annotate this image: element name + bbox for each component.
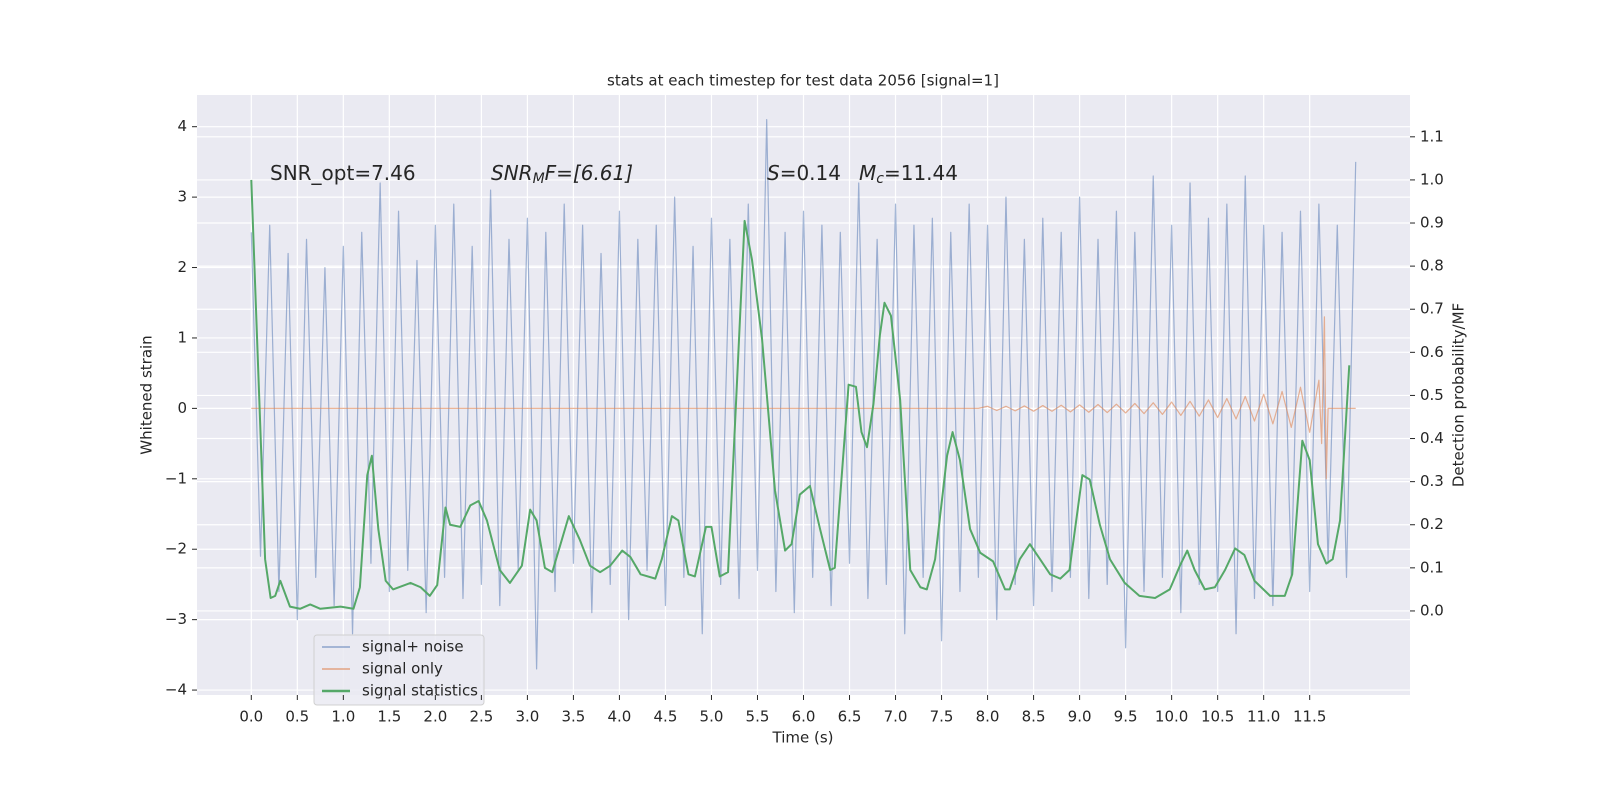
x-tick-label: 6.5	[838, 708, 862, 726]
y2-tick-label: 0.6	[1420, 343, 1444, 361]
series-line	[250, 179, 1351, 610]
x-tick-label: 4.5	[654, 708, 678, 726]
y2-tick-label: 0.7	[1420, 300, 1444, 318]
x-tick-label: 2.0	[423, 708, 447, 726]
chart-title: stats at each timestep for test data 205…	[607, 72, 999, 90]
y-tick-label: −4	[165, 681, 187, 699]
y2-tick-label: 0.2	[1420, 515, 1444, 533]
annotation-text: =0.14	[780, 161, 841, 185]
x-tick-label: 11.5	[1293, 708, 1326, 726]
series-line	[250, 119, 1357, 670]
annotation-text: M	[533, 171, 545, 187]
y2-axis-label: Detection probability/MF	[1450, 303, 1468, 487]
annotation-text: S	[767, 161, 780, 185]
x-tick-label: 7.5	[930, 708, 954, 726]
y2-tick-label: 0.3	[1420, 472, 1444, 490]
y2-tick-label: 1.1	[1420, 127, 1444, 145]
y2-tick-label: 1.0	[1420, 170, 1444, 188]
y-tick-label: 3	[177, 188, 187, 206]
annotation-text: SNR	[491, 161, 533, 185]
x-tick-label: 3.5	[561, 708, 585, 726]
y-tick-label: 4	[177, 117, 187, 135]
marks	[250, 119, 1357, 670]
legend: signal+ noise signal only signal statistic…	[313, 634, 485, 706]
annotation-text: SNR_opt=7.46	[270, 161, 416, 185]
x-tick-label: 0.0	[239, 708, 263, 726]
y-tick-label: 0	[177, 399, 187, 417]
x-tick-label: 5.0	[700, 708, 724, 726]
x-tick-label: 5.5	[746, 708, 770, 726]
y-tick-label: 1	[177, 328, 187, 346]
x-tick-label: 9.5	[1114, 708, 1138, 726]
x-tick-label: 7.0	[884, 708, 908, 726]
annotation-text: c	[876, 171, 884, 187]
x-tick-label: 9.0	[1068, 708, 1092, 726]
y-axis-label: Whitened strain	[138, 335, 156, 454]
annotation-text: =11.44	[884, 161, 958, 185]
y-tick-label: −3	[165, 610, 187, 628]
series-line	[251, 316, 1356, 480]
annotation: S=0.14 Mc=11.44	[767, 161, 958, 188]
y2-tick-label: 0.4	[1420, 429, 1444, 447]
y2-tick-label: 0.0	[1420, 601, 1444, 619]
y2-tick-label: 0.5	[1420, 386, 1444, 404]
annotation-text: F=[6.61]	[545, 161, 633, 185]
legend-label: signal only	[362, 660, 443, 678]
x-tick-label: 1.5	[377, 708, 401, 726]
y2-tick-label: 0.1	[1420, 558, 1444, 576]
y-tick-label: −2	[165, 540, 187, 558]
legend-box	[313, 634, 485, 706]
x-tick-label: 10.0	[1155, 708, 1188, 726]
x-tick-label: 0.5	[285, 708, 309, 726]
x-axis-label: Time (s)	[772, 729, 834, 747]
y-tick-label: 2	[177, 258, 187, 276]
x-tick-label: 10.5	[1201, 708, 1234, 726]
annotation-text: M	[859, 161, 876, 185]
legend-label: signal+ noise	[362, 638, 464, 656]
y-tick-label: −1	[165, 469, 187, 487]
x-tick-label: 6.0	[792, 708, 816, 726]
annotation: SNRMF=[6.61]	[491, 161, 633, 188]
x-tick-label: 2.5	[469, 708, 493, 726]
x-tick-label: 1.0	[331, 708, 355, 726]
x-tick-label: 3.0	[515, 708, 539, 726]
legend-label: signal statistics	[362, 682, 478, 700]
x-tick-label: 8.0	[976, 708, 1000, 726]
y2-tick-label: 0.8	[1420, 257, 1444, 275]
x-tick-label: 4.0	[608, 708, 632, 726]
x-tick-label: 11.0	[1247, 708, 1280, 726]
x-tick-label: 8.5	[1022, 708, 1046, 726]
y2-tick-label: 0.9	[1420, 214, 1444, 232]
annotation: SNR_opt=7.46	[270, 161, 416, 185]
